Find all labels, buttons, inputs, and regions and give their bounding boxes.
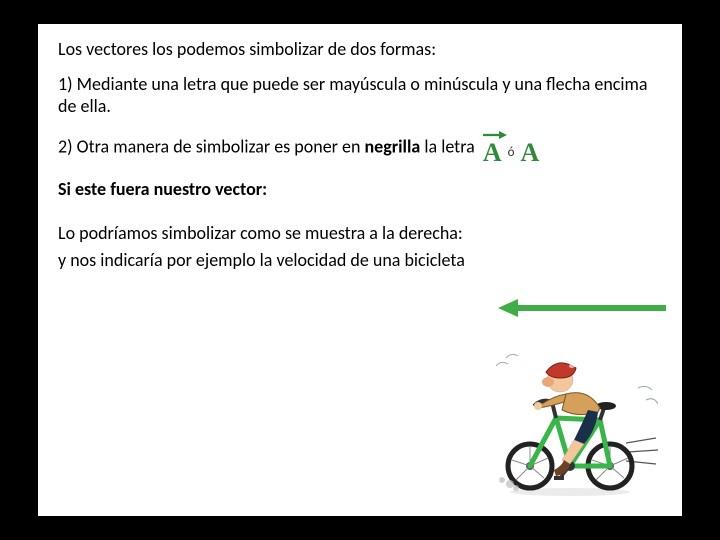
vector-letter: A (483, 138, 502, 167)
notation-group: A ó A (483, 130, 539, 166)
cyclist-illustration (488, 348, 658, 498)
item-1: 1) Mediante una letra que puede ser mayú… (58, 73, 662, 118)
notation-separator: ó (508, 145, 515, 165)
desc-line-2: y nos indicaría por ejemplo la velocidad… (58, 249, 662, 272)
vector-arrow-icon (498, 296, 668, 320)
heading: Si este fuera nuestro vector: (58, 178, 662, 201)
item-2: 2) Otra manera de simbolizar es poner en… (58, 130, 662, 166)
content-box: Los vectores los podemos simbolizar de d… (38, 24, 682, 516)
vector-symbol-arrow: A (483, 130, 502, 166)
intro-text: Los vectores los podemos simbolizar de d… (58, 38, 662, 61)
desc-line-1: Lo podríamos simbolizar como se muestra … (58, 222, 662, 245)
item-2-prefix: 2) Otra manera de simbolizar es poner en (58, 135, 364, 157)
item-2-suffix: la letra (420, 135, 474, 157)
bold-symbol: A (520, 140, 539, 166)
item-2-bold: negrilla (364, 135, 420, 157)
arrow-over-icon (481, 128, 507, 140)
